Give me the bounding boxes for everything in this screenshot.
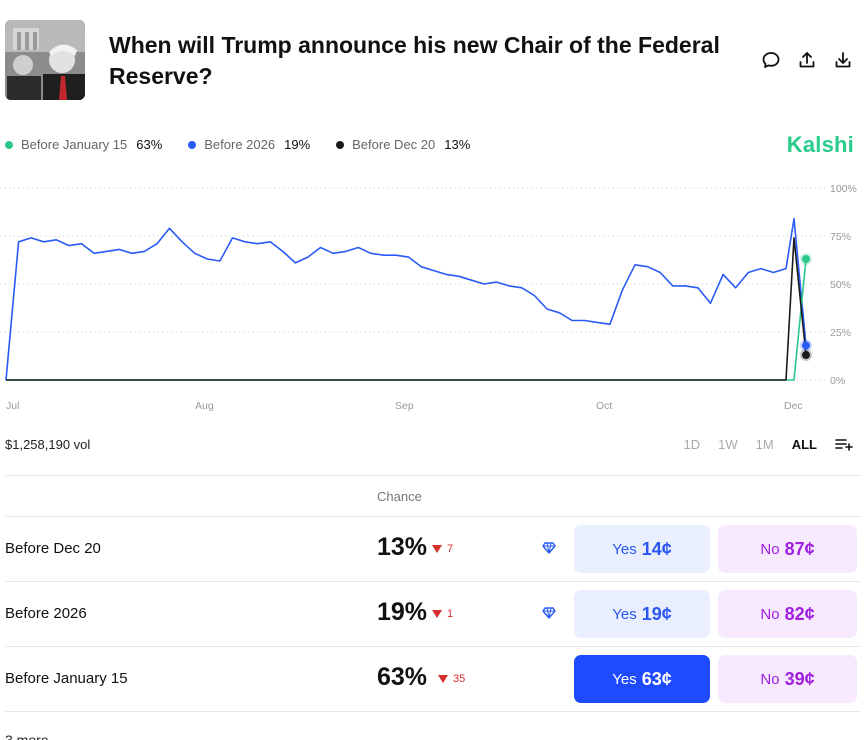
chart-legend: Before January 15 63% Before 2026 19% Be… [5,137,470,152]
yes-price: 14¢ [641,538,672,559]
y-tick-label: 50% [830,279,851,291]
yes-price: 63¢ [641,668,672,689]
legend-item-before-dec-20[interactable]: Before Dec 20 13% [336,137,470,152]
outcome-chance: 63% [377,663,428,691]
buy-no-button[interactable]: No 82¢ [718,590,857,638]
buy-no-button[interactable]: No 39¢ [718,655,857,703]
divider [5,516,861,517]
x-tick-label: Sep [395,400,414,412]
chance-change-value: 7 [447,543,454,555]
yes-price: 19¢ [641,603,672,624]
divider [5,475,861,476]
market-thumbnail [5,20,85,100]
no-price: 87¢ [784,538,815,559]
legend-label: Before 2026 [204,137,276,152]
diamond-icon [542,606,556,620]
range-all[interactable]: ALL [791,437,817,452]
x-tick-label: Oct [596,400,612,412]
chance-change: 35 [438,673,465,685]
price-history-chart: 100% 75% 50% 25% 0% Jul Aug Sep Oct Dec [0,176,866,418]
buy-yes-button[interactable]: Yes 14¢ [574,525,710,573]
series-end-dot [802,351,810,360]
outcome-label: Before 2026 [5,605,87,622]
kalshi-logo: Kalshi [786,132,854,157]
range-1m[interactable]: 1M [755,437,774,452]
market-title: When will Trump announce his new Chair o… [109,32,720,89]
x-tick-label: Aug [195,400,214,412]
divider [5,646,861,647]
no-label: No [760,540,780,558]
yes-label: Yes [612,540,637,558]
market-header: When will Trump announce his new Chair o… [5,20,861,100]
outcome-row-before-january-15[interactable]: Before January 15 63% 35 Yes 63¢ No 39¢ [5,647,861,711]
diamond-icon [542,541,556,555]
y-tick-label: 0% [830,375,845,387]
yes-label: Yes [612,605,637,623]
outcome-chance: 19% [377,598,428,626]
x-tick-label: Jul [6,400,19,412]
chance-change: 1 [432,608,453,620]
chance-change-value: 1 [447,608,454,620]
comment-icon[interactable] [761,50,781,70]
legend-label: Before January 15 [21,137,128,152]
no-price: 39¢ [784,668,815,689]
buy-yes-button[interactable]: Yes 19¢ [574,590,710,638]
legend-label: Before Dec 20 [352,137,436,152]
y-tick-label: 100% [830,183,857,195]
legend-value: 19% [284,137,311,152]
share-icon[interactable] [797,50,817,70]
outcome-row-before-2026[interactable]: Before 2026 19% 1 Yes 19¢ No 82¢ [5,582,861,646]
y-tick-label: 75% [830,231,851,243]
buy-yes-button[interactable]: Yes 63¢ [574,655,710,703]
series-line [5,217,807,381]
chart-svg: 100% 75% 50% 25% 0% Jul Aug Sep Oct Dec [0,183,857,412]
series-line [6,258,807,381]
series-line [6,237,807,381]
series-end-dot [802,341,810,350]
series-end-dot [802,255,810,264]
outcome-label: Before Dec 20 [5,540,101,557]
show-more-link[interactable]: 3 more [5,732,49,740]
divider [5,711,861,712]
yes-label: Yes [612,670,637,688]
down-arrow-icon [432,545,442,553]
chance-change: 7 [432,543,453,555]
range-1d[interactable]: 1D [683,437,701,452]
chance-column-header: Chance [377,489,422,504]
y-tick-label: 25% [830,327,851,339]
chance-change-value: 35 [453,673,466,685]
legend-dot [188,140,197,149]
legend-value: 63% [136,137,163,152]
no-label: No [760,670,780,688]
time-range-selector: 1D 1W 1M ALL [684,437,853,452]
legend-value: 13% [444,137,471,152]
legend-item-before-january-15[interactable]: Before January 15 63% [5,137,162,152]
outcome-chance: 13% [377,533,428,561]
down-arrow-icon [438,675,448,683]
outcome-label: Before January 15 [5,670,128,687]
filter-list-icon[interactable] [835,438,853,452]
legend-dot [5,140,13,149]
legend-item-before-2026[interactable]: Before 2026 19% [188,137,310,152]
no-price: 82¢ [784,603,815,624]
outcome-row-before-dec-20[interactable]: Before Dec 20 13% 7 Yes 14¢ No 87¢ [5,517,861,581]
buy-no-button[interactable]: No 87¢ [718,525,857,573]
range-1w[interactable]: 1W [718,437,738,452]
legend-dot [336,140,345,149]
no-label: No [760,605,780,623]
divider [5,581,861,582]
header-actions [761,50,853,70]
download-icon[interactable] [833,50,853,70]
down-arrow-icon [432,610,442,618]
volume-label: $1,258,190 vol [5,437,91,452]
x-tick-label: Dec [784,400,803,412]
